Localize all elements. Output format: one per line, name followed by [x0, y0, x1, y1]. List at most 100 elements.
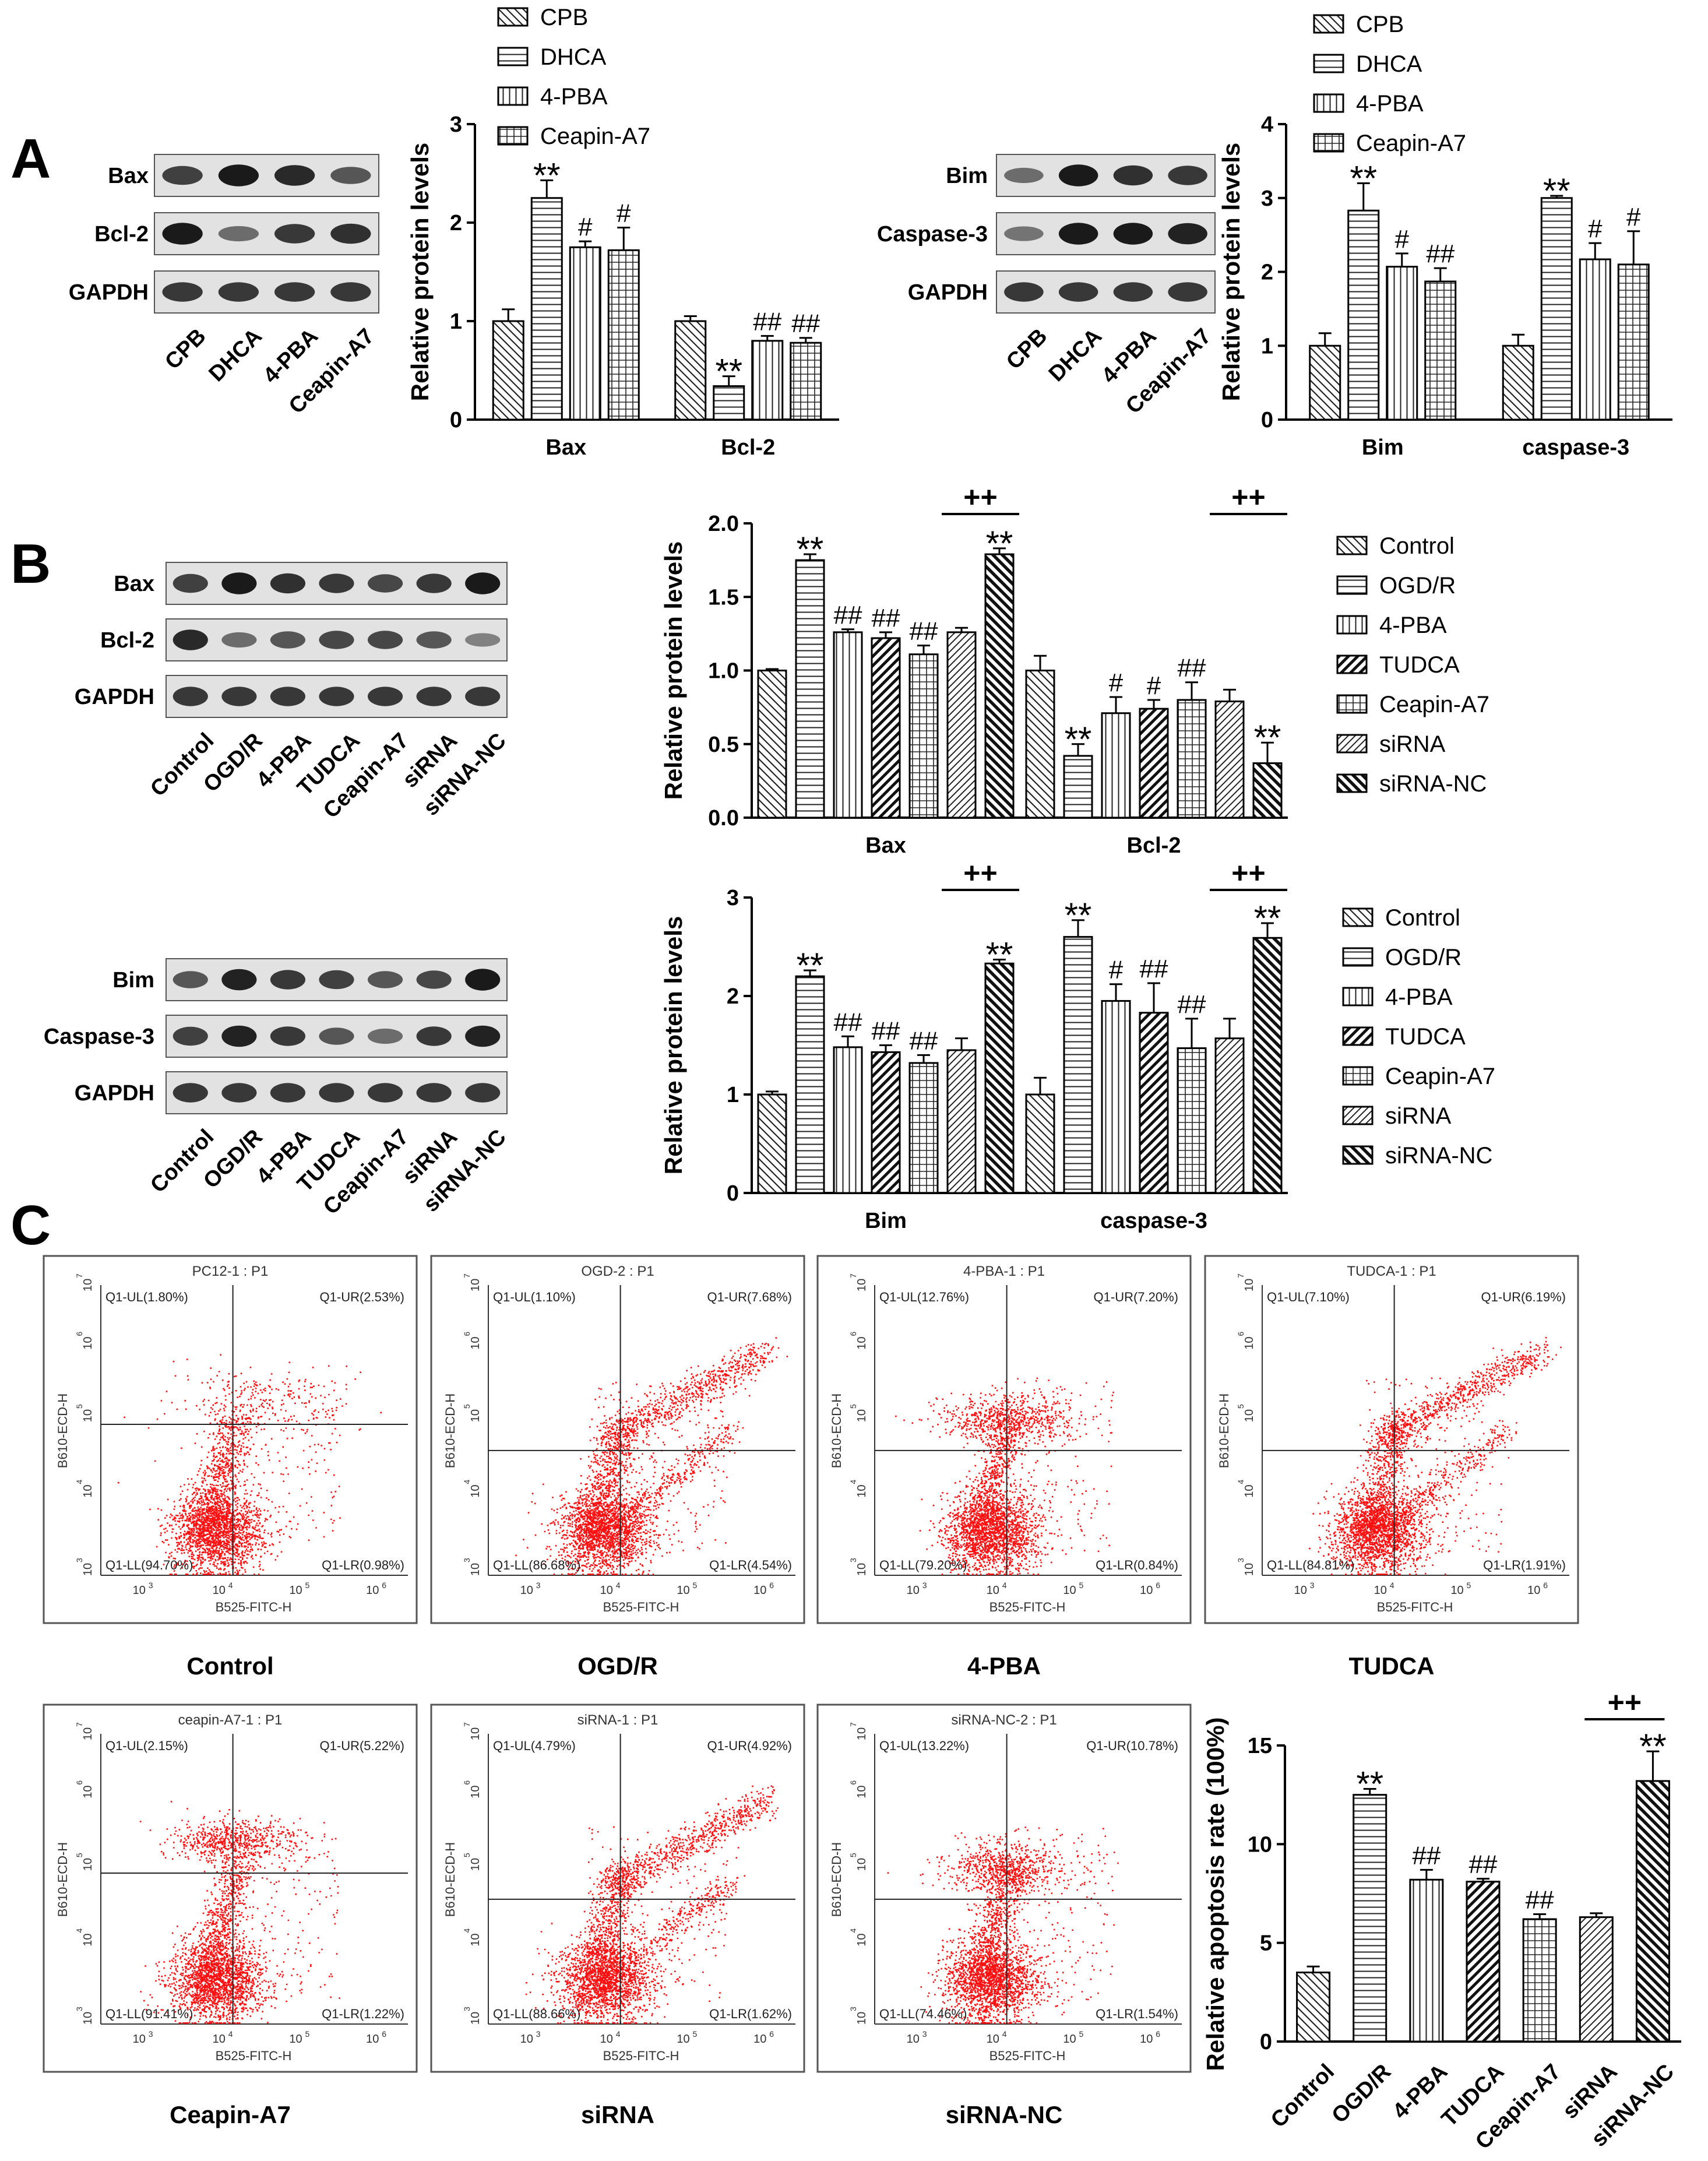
flow-y-tick-label: 10 [82, 1933, 94, 1946]
significance-mark: # [1147, 671, 1161, 700]
legend-swatch-ceapin-a7 [1313, 133, 1344, 153]
flow-y-tick-exp: 7 [1236, 1273, 1245, 1278]
flow-x-tick-label: 10 [1140, 1584, 1153, 1597]
blot-band [221, 572, 257, 594]
bar-dhca-bim [1347, 209, 1380, 421]
blot-band [172, 1083, 208, 1103]
blot-lane-label: Control [146, 1125, 219, 1198]
flow-x-tick-label: 10 [289, 2033, 302, 2046]
flow-x-tick-label: 10 [520, 1584, 533, 1597]
flow-x-tick-label: 10 [133, 1584, 146, 1597]
blot-band [1058, 282, 1098, 302]
bar-sirna-caspase-3 [1214, 1037, 1245, 1194]
flow-x-label: B525-FITC-H [603, 2049, 679, 2063]
bar-sirna-bax [946, 631, 977, 819]
flow-title: ceapin-A7-1 : P1 [178, 1712, 283, 1728]
blot-row-label: GAPDH [75, 685, 154, 709]
significance-mark: ## [1178, 654, 1206, 682]
blot-B2: BimCaspase-3GAPDHControlOGD/R4-PBATUDCAC… [44, 958, 511, 1219]
flow-events [139, 1801, 340, 2024]
blot-lane-label: DHCA [205, 324, 267, 386]
flow-y-tick-exp: 3 [75, 1558, 84, 1562]
flow-y-tick-label: 10 [82, 1785, 94, 1798]
bracket-mark: ++ [1231, 481, 1265, 513]
significance-mark: ## [834, 1008, 862, 1036]
flow-quadrant-lr: Q1-LR(1.91%) [1483, 1558, 1566, 1572]
flow-x-tick-label: 10 [907, 2033, 920, 2046]
blot-band [1168, 166, 1207, 185]
blot-band [416, 631, 452, 649]
significance-mark: ## [753, 307, 781, 336]
y-tick-label: 0.0 [708, 806, 739, 830]
bar-ceapin-a7-caspase-3 [1177, 1047, 1207, 1194]
blot-band [274, 224, 315, 244]
legend-swatch-control [1342, 907, 1374, 927]
legend-label: siRNA-NC [1385, 1143, 1492, 1169]
flow-y-tick-exp: 6 [848, 1780, 858, 1785]
blot-band [465, 1083, 501, 1103]
flow-x-tick-exp: 4 [1390, 1581, 1394, 1590]
flow-x-tick-exp: 5 [305, 1581, 310, 1590]
flow-y-tick-exp: 3 [462, 1558, 471, 1562]
y-tick-label: 1 [727, 1083, 739, 1107]
blot-band [319, 573, 354, 593]
flow-y-tick-exp: 6 [462, 1332, 471, 1336]
legend-swatch-sirna [1336, 734, 1368, 754]
flow-quadrant-ul: Q1-UL(13.22%) [879, 1738, 969, 1753]
bar-dhca-bax [530, 197, 563, 421]
blot-band [319, 1027, 354, 1045]
blot-band [274, 165, 315, 186]
flow-x-tick-exp: 6 [769, 2029, 774, 2039]
flow-quadrant-ul: Q1-UL(12.76%) [879, 1290, 969, 1304]
flow-quadrant-ur: Q1-UR(7.68%) [707, 1290, 792, 1304]
bar-dhca-caspase-3 [1540, 197, 1573, 421]
bar-ceapin-a7-caspase-3 [1617, 263, 1650, 421]
bar-4-pba-bax [833, 631, 863, 819]
blot-band [172, 573, 208, 593]
significance-mark: ## [872, 1017, 900, 1046]
legend-swatch-ogd-r [1336, 575, 1368, 595]
flow-x-tick-label: 10 [133, 2033, 146, 2046]
bar-ceapin-a7-bcl-2 [790, 342, 822, 421]
flow-quadrant-ll: Q1-LL(88.66%) [493, 2007, 580, 2021]
y-tick-label: 2 [1261, 261, 1273, 285]
blot-band [162, 166, 203, 185]
flow-y-tick-exp: 6 [1236, 1332, 1245, 1336]
legend-swatch-dhca [1313, 54, 1344, 73]
blot-band [270, 573, 306, 594]
legend-label: Ceapin-A7 [540, 124, 650, 149]
blot-band [172, 687, 208, 706]
blot-band [1058, 223, 1098, 245]
x-category-label: OGD/R [1327, 2060, 1396, 2128]
flow-x-tick-label: 10 [753, 1584, 766, 1597]
flow-y-tick-label: 10 [855, 1727, 868, 1740]
flow-title: TUDCA-1 : P1 [1347, 1263, 1436, 1279]
bar-ceapin-a7 [1522, 1918, 1557, 2043]
bar-sirna-nc-bax [984, 553, 1015, 819]
y-tick-label: 0 [727, 1181, 739, 1206]
bar-4-pba-caspase-3 [1579, 258, 1611, 421]
legend-label: TUDCA [1379, 652, 1460, 678]
flow-y-tick-label: 10 [469, 1484, 482, 1497]
legend-label: CPB [540, 5, 588, 30]
legend-label: siRNA-NC [1379, 771, 1487, 797]
blot-band [162, 223, 203, 245]
legend-swatch-4-pba [1342, 987, 1374, 1006]
flow-caption: Ceapin-A7 [170, 2101, 291, 2128]
blot-row-label: GAPDH [908, 280, 988, 305]
flow-events [1309, 1337, 1562, 1575]
blot-row-label: Bax [114, 572, 154, 596]
flow-y-tick-exp: 5 [848, 1404, 858, 1409]
flow-x-tick-label: 10 [289, 1584, 302, 1597]
significance-mark: ## [1426, 240, 1455, 268]
y-tick-label: 0 [1261, 408, 1273, 432]
bar-4-pba-bcl-2 [751, 340, 784, 421]
flow-caption: 4-PBA [967, 1652, 1041, 1680]
significance-mark: ** [797, 946, 824, 985]
flow-y-tick-label: 10 [469, 1279, 482, 1291]
flow-quadrant-ul: Q1-UL(1.80%) [105, 1290, 188, 1304]
flow-x-tick-exp: 5 [1079, 1581, 1084, 1590]
bar-sirna-bcl-2 [1214, 701, 1245, 819]
significance-mark: ## [910, 617, 938, 646]
